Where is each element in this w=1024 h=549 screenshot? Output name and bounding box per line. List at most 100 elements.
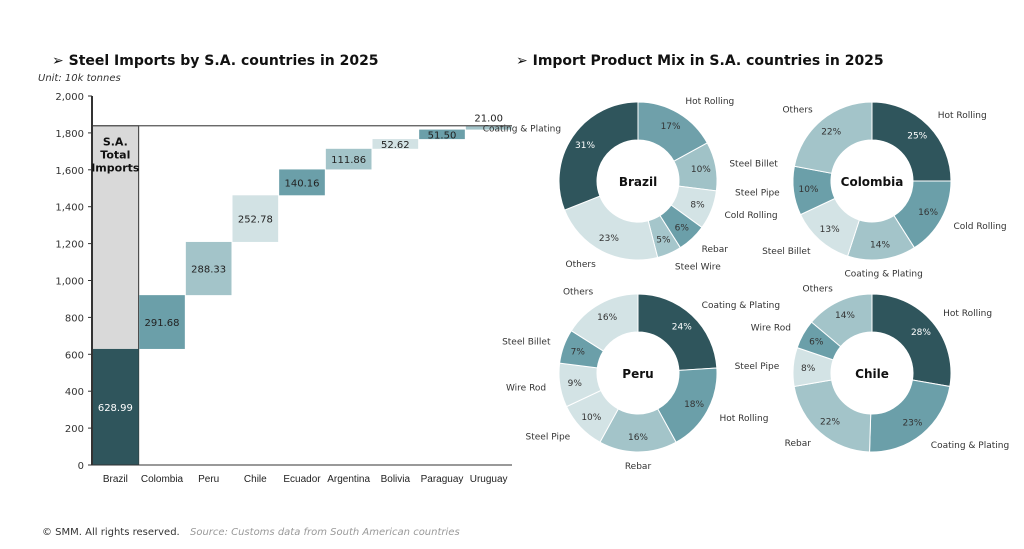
bar-value-label: 288.33 xyxy=(191,265,226,276)
total-label-line: Total xyxy=(100,149,130,162)
x-tick-label: Paraguay xyxy=(421,474,464,485)
donut-section-title: ➢ Import Product Mix in S.A. countries i… xyxy=(516,53,884,69)
slice-label: Steel Wire xyxy=(675,262,721,272)
slice-percent: 8% xyxy=(690,201,705,211)
bar-ecuador xyxy=(279,169,325,196)
x-tick-label: Ecuador xyxy=(283,474,321,485)
slice-percent: 9% xyxy=(568,379,583,389)
total-label-line: Imports xyxy=(91,162,140,175)
slice-label: Steel Pipe xyxy=(735,189,780,199)
slice-percent: 6% xyxy=(809,338,824,348)
y-tick-label: 400 xyxy=(65,387,84,398)
copyright: © SMM. All rights reserved. xyxy=(42,527,180,538)
slice-percent: 23% xyxy=(902,419,922,429)
bar-colombia xyxy=(139,295,185,349)
slice-percent: 10% xyxy=(581,413,601,423)
slice-coating-plating xyxy=(558,101,639,211)
bar-bolivia xyxy=(372,139,419,149)
slice-label: Others xyxy=(782,105,813,115)
bar-value-label: 51.50 xyxy=(428,130,457,141)
y-tick-label: 600 xyxy=(65,350,84,361)
slice-label: Coating & Plating xyxy=(931,441,1009,451)
bar-value-label: 52.62 xyxy=(381,140,410,151)
bar-value-label: 291.68 xyxy=(145,318,180,329)
slice-label: Others xyxy=(566,260,597,270)
slice-others xyxy=(563,195,659,261)
slice-label: Hot Rolling xyxy=(943,309,992,319)
slice-label: Rebar xyxy=(625,462,652,472)
slice-percent: 10% xyxy=(691,165,711,175)
bar-value-label: 140.16 xyxy=(285,178,320,189)
slice-percent: 16% xyxy=(597,313,617,323)
y-tick-label: 1,600 xyxy=(55,166,84,177)
slice-percent: 28% xyxy=(911,328,931,338)
slice-others xyxy=(793,101,873,174)
slice-label: Rebar xyxy=(702,245,729,255)
slice-label: Wire Rod xyxy=(506,384,546,394)
y-tick-label: 1,800 xyxy=(55,129,84,140)
slice-label: Others xyxy=(563,288,594,298)
slice-percent: 14% xyxy=(835,311,855,321)
slice-coating-plating xyxy=(869,379,951,453)
bar-brazil xyxy=(92,348,139,465)
unit-label: Unit: 10k tonnes xyxy=(38,73,121,84)
slice-label: Coating & Plating xyxy=(844,269,922,279)
slice-label: Hot Rolling xyxy=(938,111,987,121)
slice-percent: 25% xyxy=(907,132,927,142)
bar-chile xyxy=(232,195,279,242)
y-tick-label: 200 xyxy=(65,424,84,435)
slice-percent: 22% xyxy=(821,128,841,138)
slice-label: Others xyxy=(803,285,834,295)
bar-value-label: 628.99 xyxy=(98,403,133,414)
slice-percent: 16% xyxy=(628,433,648,443)
x-tick-label: Chile xyxy=(244,474,267,485)
waterfall-title: ➢ Steel Imports by S.A. countries in 202… xyxy=(52,53,379,69)
slice-label: Coating & Plating xyxy=(483,125,561,135)
source-note: Source: Customs data from South American… xyxy=(190,527,460,538)
x-tick-label: Brazil xyxy=(103,474,128,485)
x-tick-label: Argentina xyxy=(327,474,370,485)
donut-title: Brazil xyxy=(619,175,657,189)
slice-label: Cold Rolling xyxy=(724,211,777,221)
slice-percent: 13% xyxy=(820,225,840,235)
slice-others xyxy=(570,293,639,352)
slice-others xyxy=(810,293,873,348)
slice-percent: 18% xyxy=(684,400,704,410)
x-tick-label: Peru xyxy=(198,474,219,485)
slice-label: Steel Billet xyxy=(729,160,778,170)
bar-value-label: 111.86 xyxy=(331,155,366,166)
slice-percent: 31% xyxy=(575,141,595,151)
slice-percent: 17% xyxy=(661,122,681,132)
donut-title: Colombia xyxy=(841,175,904,189)
bar-value-label: 252.78 xyxy=(238,215,273,226)
slice-percent: 7% xyxy=(571,347,586,357)
slice-percent: 16% xyxy=(918,208,938,218)
slice-label: Steel Pipe xyxy=(735,362,780,372)
slice-label: Hot Rolling xyxy=(685,97,734,107)
x-tick-label: Colombia xyxy=(141,474,184,485)
slice-label: Steel Pipe xyxy=(526,433,571,443)
y-tick-label: 800 xyxy=(65,313,84,324)
bar-paraguay xyxy=(419,129,465,140)
slice-percent: 5% xyxy=(656,236,671,246)
slice-hot-rolling xyxy=(871,293,952,388)
slice-label: Steel Billet xyxy=(502,337,551,347)
bar-value-label: 21.00 xyxy=(474,114,503,125)
slice-percent: 24% xyxy=(672,322,692,332)
slice-percent: 23% xyxy=(599,234,619,244)
slice-percent: 22% xyxy=(820,417,840,427)
y-tick-label: 0 xyxy=(78,461,84,472)
slice-percent: 10% xyxy=(798,185,818,195)
total-label-line: S.A. xyxy=(103,136,128,149)
slice-coating-plating xyxy=(637,293,718,371)
slice-label: Hot Rolling xyxy=(719,414,768,424)
donut-title: Peru xyxy=(622,367,653,381)
bar-argentina xyxy=(325,148,372,170)
slice-percent: 6% xyxy=(675,224,690,234)
slice-label: Steel Billet xyxy=(762,247,811,257)
slice-percent: 14% xyxy=(870,240,890,250)
x-tick-label: Bolivia xyxy=(381,474,411,485)
donut-title: Chile xyxy=(855,367,889,381)
bar-peru xyxy=(185,241,232,296)
